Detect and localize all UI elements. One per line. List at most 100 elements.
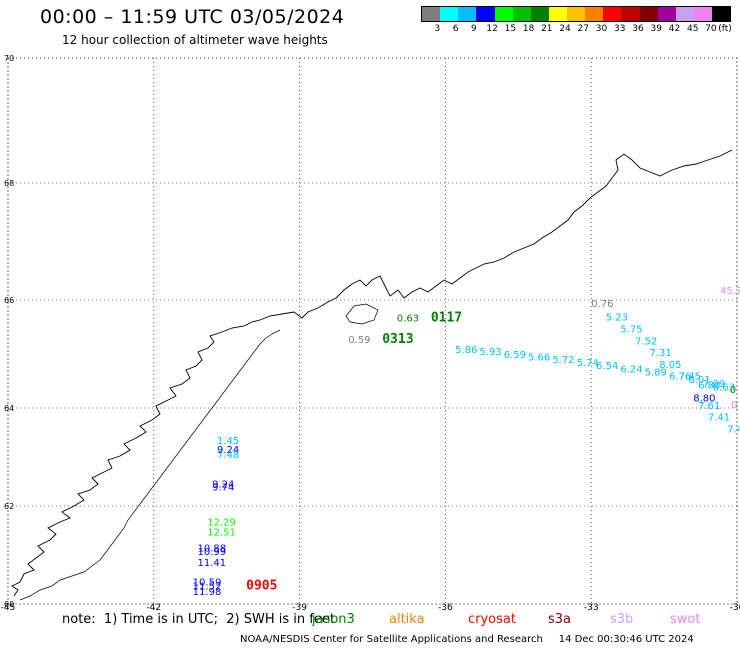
wave-height-label: 12.51 [207, 527, 236, 538]
satellite-legend-item: swot [670, 612, 701, 627]
color-scale-cell [712, 7, 731, 21]
color-scale-label: 15 [504, 24, 517, 34]
satellite-legend-item: s3a [548, 612, 572, 627]
latitude-tick-label: 62 [4, 502, 14, 511]
color-scale-cell [639, 7, 658, 21]
color-scale-cell [693, 7, 712, 21]
wave-height-label: 7.48 [217, 450, 239, 461]
pass-time-label: 0313 [382, 332, 413, 347]
color-scale-unit: (ft) [718, 24, 732, 34]
wave-height-label: 5.75 [620, 324, 642, 335]
color-scale-cell [422, 7, 441, 21]
color-scale-cell [494, 7, 513, 21]
wave-height-label: 0.63 [397, 314, 419, 325]
wave-height-label: 6.01 [688, 375, 710, 386]
color-scale-label: 3 [434, 24, 441, 34]
latitude-tick-label: 66 [4, 296, 14, 305]
island-path [345, 303, 379, 325]
wave-height-label: 7.45 [679, 371, 701, 382]
axis-tick-labels: -45 -42 -39 -36 -33 -30 70 68 66 64 62 60 [1, 54, 740, 613]
wave-height-label: 6.76 [669, 371, 691, 382]
wave-height-label: 6.24 [620, 364, 642, 375]
wave-height-label: 9.24 [212, 479, 234, 490]
color-scale-label: 24 [559, 24, 571, 34]
color-scale-label: 21 [541, 24, 553, 34]
color-scale-cell [603, 7, 622, 21]
wave-height-label: 1.45 [217, 436, 239, 447]
wave-height-label: 7.41 [708, 413, 730, 424]
wave-height-label: 11.98 [193, 587, 222, 598]
color-scale-label: 70 [705, 24, 717, 34]
color-scale-bar [421, 6, 731, 22]
longitude-tick-label: -39 [292, 603, 307, 613]
wave-height-label: 6.63 [713, 383, 735, 394]
latitude-tick-label: 64 [4, 404, 14, 413]
wave-height-label: 11.52 [193, 581, 222, 592]
wave-height-label: 7.31 [650, 348, 672, 359]
wave-height-label: 6.59 [504, 350, 526, 361]
color-scale-cell [675, 7, 694, 21]
satellite-legend-item: cryosat [468, 612, 516, 627]
graticule [7, 57, 738, 605]
wave-height-label: 7.4 [727, 425, 740, 436]
wave-height-label: 10.88 [198, 544, 227, 555]
wave-height-label: 10.59 [193, 577, 222, 588]
wave-height-label: 9.24 [217, 445, 239, 456]
satellite-legend: jason3 altika cryosat s3a s3b swot [0, 612, 740, 630]
wave-height-label: 5.93 [479, 347, 501, 358]
wave-height-label: 0 [730, 385, 736, 396]
wave-height-label: 0.59 [348, 335, 370, 346]
map-title: 00:00 – 11:59 UTC 03/05/2024 [40, 6, 345, 28]
wave-height-observations: 1.459.247.489.249.7412.2912.5110.8810.99… [193, 286, 740, 598]
color-scale-cell [530, 7, 549, 21]
color-scale-cell [458, 7, 477, 21]
color-scale-cell [621, 7, 640, 21]
wave-height-label: 10.99 [198, 547, 227, 558]
color-scale-label: 9 [471, 24, 477, 34]
satellite-legend-item: jason3 [312, 612, 355, 627]
color-scale-label: 6 [452, 24, 459, 34]
color-scale-labels: 3 6 9 12 15 18 21 24 27 30 33 36 39 42 45 70 (ft) [421, 22, 732, 36]
wave-height-label: 0.76 [591, 299, 613, 310]
footer-note: note: 1) Time is in UTC; 2) SWH is in fe… [62, 612, 335, 627]
wave-height-label: 0 [731, 400, 737, 411]
color-scale-cell [476, 7, 495, 21]
color-scale-label: 33 [614, 24, 626, 34]
wave-height-label: 7.61 [698, 401, 720, 412]
wave-height-label: 6.54 [596, 361, 618, 372]
color-scale-label: 30 [595, 24, 608, 34]
latitude-tick-label: 60 [4, 600, 14, 609]
color-scale-label: 27 [577, 24, 590, 34]
color-scale-cell [512, 7, 531, 21]
pass-time-label: 0117 [431, 311, 462, 326]
color-scale-label: 36 [632, 24, 644, 34]
footer-credit: NOAA/NESDIS Center for Satellite Applica… [240, 634, 694, 645]
color-scale-cell [657, 7, 676, 21]
map-subtitle: 12 hour collection of altimeter wave hei… [62, 33, 328, 47]
color-scale-label: 39 [650, 24, 662, 34]
longitude-tick-label: -33 [584, 603, 599, 613]
color-scale-label: 42 [668, 24, 681, 34]
longitude-tick-label: -36 [438, 603, 453, 613]
color-scale-legend: 3 6 9 12 15 18 21 24 27 30 33 36 39 42 45 70 (ft) [421, 6, 732, 36]
color-scale-cell [585, 7, 604, 21]
coastline-inner-path [19, 329, 281, 601]
wave-height-label: 5.74 [577, 358, 599, 369]
wave-height-label: 45.7 [720, 286, 740, 297]
wave-height-label: 12.29 [207, 518, 236, 529]
wave-height-label: 7.52 [635, 336, 657, 347]
latitude-tick-label: 68 [4, 179, 14, 188]
satellite-pass-times: 0117 0313 0905 [246, 311, 462, 594]
color-scale-cell [440, 7, 459, 21]
wave-height-label: 5.86 [455, 345, 477, 356]
wave-height-label: 5.72 [552, 355, 574, 366]
color-scale-label: 18 [522, 24, 535, 34]
color-scale-cell [567, 7, 586, 21]
longitude-tick-label: -42 [146, 603, 161, 613]
wave-height-label: 5.89 [645, 368, 667, 379]
wave-height-label: 8.05 [659, 360, 681, 371]
color-scale-label: 45 [686, 24, 699, 34]
wave-height-label: 11.41 [198, 558, 227, 569]
wave-height-label: 5.66 [528, 352, 550, 363]
